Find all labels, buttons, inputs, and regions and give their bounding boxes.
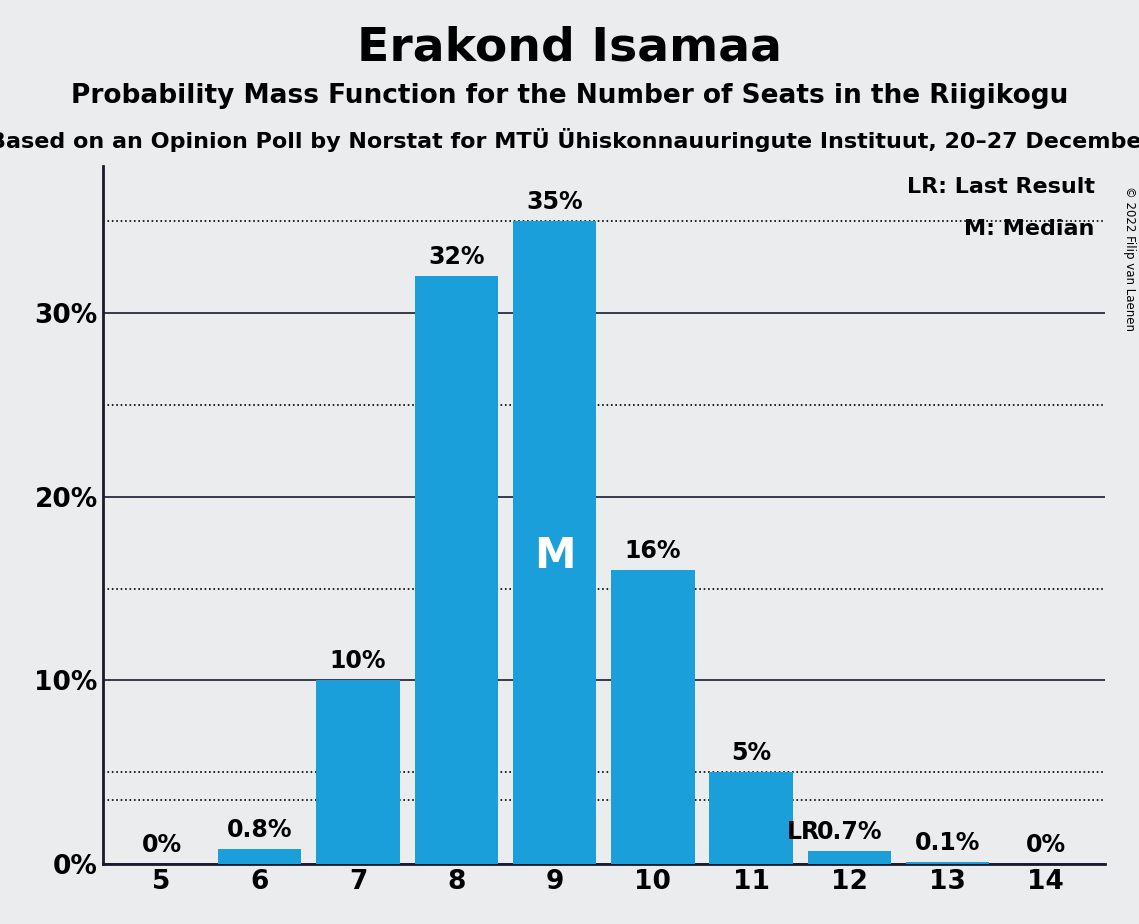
Text: 0%: 0% — [1026, 833, 1066, 857]
Bar — [906, 862, 990, 864]
Bar — [513, 222, 597, 864]
Text: © 2022 Filip van Laenen: © 2022 Filip van Laenen — [1123, 187, 1137, 331]
Text: LR: LR — [787, 820, 820, 844]
Bar — [317, 680, 400, 864]
Text: 5%: 5% — [731, 741, 771, 765]
Bar — [415, 276, 498, 864]
Bar — [710, 772, 793, 864]
Text: LR: Last Result: LR: Last Result — [907, 176, 1095, 197]
Text: Based on an Opinion Poll by Norstat for MTÜ Ühiskonnauuringute Instituut, 20–27 : Based on an Opinion Poll by Norstat for … — [0, 128, 1139, 152]
Text: Probability Mass Function for the Number of Seats in the Riigikogu: Probability Mass Function for the Number… — [71, 83, 1068, 109]
Bar — [611, 570, 695, 864]
Text: 32%: 32% — [428, 245, 484, 269]
Text: 0%: 0% — [141, 833, 181, 857]
Text: 35%: 35% — [526, 190, 583, 214]
Text: M: M — [534, 534, 575, 577]
Text: M: Median: M: Median — [965, 219, 1095, 238]
Text: 16%: 16% — [624, 539, 681, 563]
Bar — [808, 851, 891, 864]
Text: Erakond Isamaa: Erakond Isamaa — [357, 26, 782, 71]
Text: 0.7%: 0.7% — [817, 820, 882, 844]
Text: 0.1%: 0.1% — [915, 831, 981, 855]
Text: 10%: 10% — [330, 649, 386, 673]
Bar — [218, 849, 302, 864]
Text: 0.8%: 0.8% — [227, 818, 293, 842]
